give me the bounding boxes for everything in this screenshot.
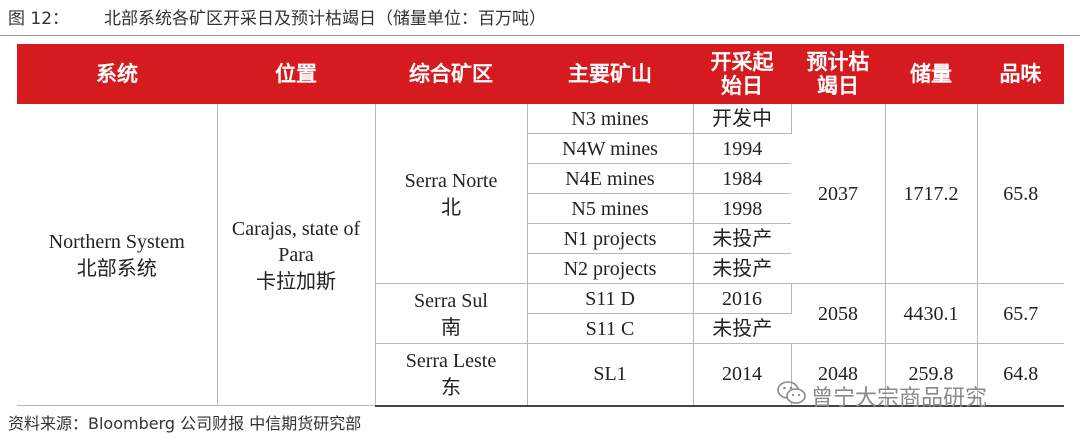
header-start-date-text: 开采起始日: [710, 50, 774, 98]
header-location: 位置: [217, 44, 375, 104]
depletion-cell: 2048: [791, 343, 886, 407]
table-row: N4W mines 1994: [17, 133, 1064, 164]
table-row: N5 mines 1998: [17, 193, 1064, 224]
header-row: 系统 位置 综合矿区 主要矿山 开采起始日 预计枯竭日 储量 品味: [17, 44, 1064, 104]
table-row: N2 projects 未投产: [17, 253, 1064, 284]
mine-name: N4E mines: [527, 163, 694, 194]
watermark: 曾宁大宗商品研究: [777, 378, 987, 414]
system-cell: Northern System 北部系统: [17, 104, 218, 406]
watermark-text: 曾宁大宗商品研究: [811, 386, 988, 411]
mine-name: SL1: [527, 343, 694, 407]
complex-zh: 东: [441, 375, 461, 400]
caption-divider: [0, 35, 1080, 36]
complex-zh: 北: [441, 194, 461, 219]
system-en: Northern System: [48, 230, 185, 253]
complex-en: Serra Norte: [404, 169, 498, 192]
mine-start: 2014: [693, 343, 792, 407]
mine-name: N5 mines: [527, 193, 694, 224]
header-main-mine: 主要矿山: [527, 44, 693, 104]
mine-start: 1998: [693, 193, 791, 224]
complex-cell: Serra Norte 北: [375, 104, 528, 284]
figure-title: 北部系统各矿区开采日及预计枯竭日（储量单位：百万吨）: [104, 9, 546, 29]
complex-cell: Serra Sul 南: [375, 283, 528, 344]
mine-name: S11 C: [527, 313, 694, 344]
location-cell: Carajas, state of Para 卡拉加斯: [217, 104, 376, 406]
mine-start: 未投产: [693, 253, 791, 284]
mine-start: 1994: [693, 133, 791, 164]
mine-start: 1984: [693, 163, 791, 194]
header-depletion-date-text: 预计枯竭日: [806, 50, 870, 98]
mine-name: S11 D: [527, 283, 694, 314]
reserves-cell: 259.8: [885, 343, 978, 407]
location-zh: 卡拉加斯: [256, 268, 336, 293]
mine-name: N3 mines: [527, 104, 694, 134]
mine-name: N4W mines: [527, 133, 694, 164]
complex-cell: Serra Leste 东: [375, 343, 528, 407]
mine-start: 未投产: [693, 223, 791, 254]
header-reserves: 储量: [885, 44, 977, 104]
mine-start: 未投产: [693, 313, 791, 344]
complex-en: Serra Leste: [405, 350, 497, 373]
depletion-cell: 2058: [791, 283, 886, 344]
mine-name: N2 projects: [527, 253, 694, 284]
location-line1: Carajas, state of: [231, 217, 361, 240]
table-row: N1 projects 未投产: [17, 223, 1064, 254]
depletion-cell: 2037: [791, 104, 886, 284]
mine-table: 系统 位置 综合矿区 主要矿山 开采起始日 预计枯竭日 储量 品味 Northe…: [17, 44, 1064, 407]
wechat-icon: [777, 380, 811, 412]
system-zh: 北部系统: [76, 255, 157, 280]
header-depletion-date: 预计枯竭日: [791, 44, 885, 104]
grade-cell: 64.8: [977, 343, 1064, 407]
table-row: N4E mines 1984: [17, 163, 1064, 194]
complex-zh: 南: [441, 314, 461, 339]
mine-start: 开发中: [693, 104, 792, 134]
header-grade: 品味: [977, 44, 1064, 104]
complex-en: Serra Sul: [414, 289, 488, 312]
mine-name: N1 projects: [527, 223, 694, 254]
table-row: S11 C 未投产: [17, 313, 1064, 344]
location-line2: Para: [278, 243, 314, 266]
grade-cell: 65.7: [977, 283, 1064, 344]
header-start-date: 开采起始日: [693, 44, 791, 104]
figure-caption: 图 12： 北部系统各矿区开采日及预计枯竭日（储量单位：百万吨）: [8, 6, 1072, 32]
grade-cell: 65.8: [977, 104, 1064, 284]
mine-start: 2016: [693, 283, 792, 314]
header-complex: 综合矿区: [375, 44, 527, 104]
table-row: Serra Sul 南 S11 D 2016 2058 4430.1 65.7: [17, 283, 1064, 344]
reserves-cell: 4430.1: [885, 283, 978, 344]
header-system: 系统: [17, 44, 217, 104]
table-row: Serra Leste 东 SL1 2014 2048 259.8 64.8: [17, 343, 1064, 407]
reserves-cell: 1717.2: [885, 104, 978, 284]
table-row: Northern System 北部系统 Carajas, state of P…: [17, 104, 1064, 406]
source-note: 资料来源：Bloomberg 公司财报 中信期货研究部: [8, 414, 362, 433]
figure-label: 图 12：: [8, 9, 70, 29]
